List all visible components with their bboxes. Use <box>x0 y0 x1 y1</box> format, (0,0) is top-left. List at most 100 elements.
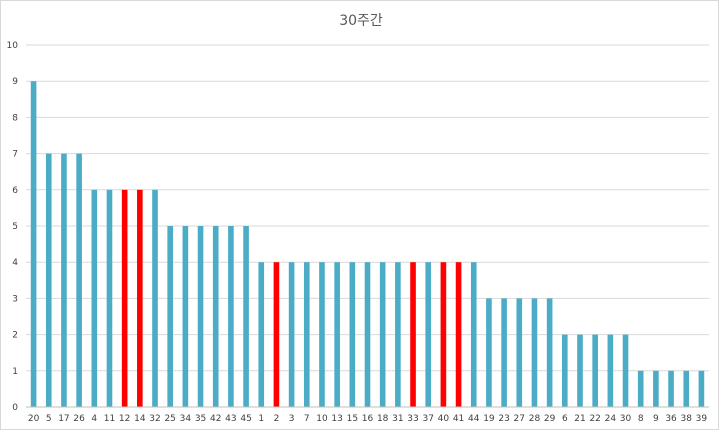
x-tick-label: 21 <box>574 414 585 424</box>
y-tick-label: 6 <box>12 186 18 196</box>
x-tick-label: 1 <box>258 414 264 424</box>
bar-15 <box>349 262 356 407</box>
x-tick-label: 15 <box>347 414 358 424</box>
bar-10 <box>319 262 325 407</box>
y-tick-label: 7 <box>12 150 18 160</box>
x-tick-label: 24 <box>605 414 617 424</box>
bar-23 <box>501 298 507 407</box>
chart-title: 30주간 <box>339 13 383 29</box>
bar-24 <box>607 334 614 407</box>
x-tick-label: 42 <box>210 414 221 424</box>
x-tick-label: 37 <box>422 414 433 424</box>
bar-1 <box>258 262 265 407</box>
x-tick-label: 10 <box>316 414 328 424</box>
bar-6 <box>562 334 568 407</box>
x-tick-label: 4 <box>91 414 97 424</box>
x-tick-label: 32 <box>149 414 160 424</box>
bar-45 <box>243 226 249 407</box>
bar-30 <box>622 334 629 407</box>
bar-18 <box>379 262 386 407</box>
x-tick-label: 28 <box>529 414 541 424</box>
bar-14 <box>137 189 143 407</box>
x-tick-label: 23 <box>498 414 509 424</box>
y-tick-label: 4 <box>12 258 18 268</box>
bar-29 <box>546 298 553 407</box>
x-tick-label: 18 <box>377 414 389 424</box>
x-tick-label: 40 <box>438 414 450 424</box>
x-tick-label: 39 <box>696 414 708 424</box>
x-tick-label: 13 <box>331 414 342 424</box>
bar-17 <box>61 153 67 407</box>
bar-42 <box>212 226 219 407</box>
x-tick-label: 22 <box>589 414 600 424</box>
y-tick-label: 1 <box>12 367 18 377</box>
x-tick-label: 26 <box>73 414 85 424</box>
x-tick-label: 35 <box>195 414 206 424</box>
bar-16 <box>364 262 371 407</box>
bar-9 <box>653 370 659 407</box>
bar-41 <box>455 262 462 407</box>
y-tick-label: 5 <box>12 222 18 232</box>
bar-39 <box>698 370 705 407</box>
bar-20 <box>30 81 37 407</box>
bar-34 <box>182 226 189 407</box>
bar-2 <box>273 262 280 407</box>
x-tick-label: 44 <box>468 414 480 424</box>
x-tick-label: 36 <box>665 414 677 424</box>
bar-32 <box>152 189 158 407</box>
x-tick-label: 12 <box>119 414 130 424</box>
bar-12 <box>121 189 128 407</box>
x-tick-label: 33 <box>407 414 418 424</box>
y-tick-label: 2 <box>12 331 18 341</box>
bar-43 <box>228 226 234 407</box>
bar-26 <box>76 153 82 407</box>
bar-8 <box>637 370 644 407</box>
bar-5 <box>45 153 52 407</box>
y-tick-label: 10 <box>7 41 19 51</box>
x-tick-label: 45 <box>240 414 251 424</box>
x-tick-label: 17 <box>58 414 69 424</box>
x-tick-label: 16 <box>362 414 374 424</box>
bar-38 <box>683 370 690 407</box>
x-tick-label: 6 <box>562 414 568 424</box>
x-tick-label: 5 <box>46 414 52 424</box>
x-axis-tick-labels: 20 5 17 26 4 11 12 14 32 25 34 35 42 43 45 1 2 3 7 10 13 15 16… <box>28 414 708 424</box>
x-tick-label: 3 <box>289 414 295 424</box>
x-tick-label: 43 <box>225 414 236 424</box>
bar-27 <box>516 298 523 407</box>
x-tick-label: 31 <box>392 414 403 424</box>
bar-31 <box>395 262 401 407</box>
y-tick-label: 9 <box>12 77 18 87</box>
bar-36 <box>668 370 674 407</box>
x-tick-label: 38 <box>681 414 693 424</box>
bar-7 <box>303 262 310 407</box>
x-tick-label: 19 <box>483 414 495 424</box>
bars <box>30 81 705 407</box>
x-tick-label: 25 <box>164 414 175 424</box>
y-axis-tick-labels: 0 1 2 3 4 5 6 7 8 9 10 <box>7 41 19 413</box>
bar-19 <box>486 298 492 407</box>
bar-22 <box>592 334 598 407</box>
x-tick-label: 41 <box>453 414 464 424</box>
bar-25 <box>167 226 173 407</box>
bar-33 <box>410 262 416 407</box>
x-tick-label: 20 <box>28 414 40 424</box>
bar-13 <box>334 262 340 407</box>
y-tick-label: 8 <box>12 113 18 123</box>
bar-11 <box>106 189 113 407</box>
x-tick-label: 11 <box>104 414 115 424</box>
y-tick-label: 0 <box>12 403 18 413</box>
y-tick-label: 3 <box>12 294 18 304</box>
x-tick-label: 29 <box>544 414 556 424</box>
bar-40 <box>440 262 447 407</box>
x-tick-label: 8 <box>638 414 644 424</box>
x-tick-label: 27 <box>514 414 525 424</box>
x-tick-label: 14 <box>134 414 146 424</box>
x-tick-label: 2 <box>274 414 280 424</box>
bar-28 <box>531 298 538 407</box>
x-tick-label: 7 <box>304 414 310 424</box>
bar-35 <box>197 226 204 407</box>
bar-3 <box>288 262 295 407</box>
